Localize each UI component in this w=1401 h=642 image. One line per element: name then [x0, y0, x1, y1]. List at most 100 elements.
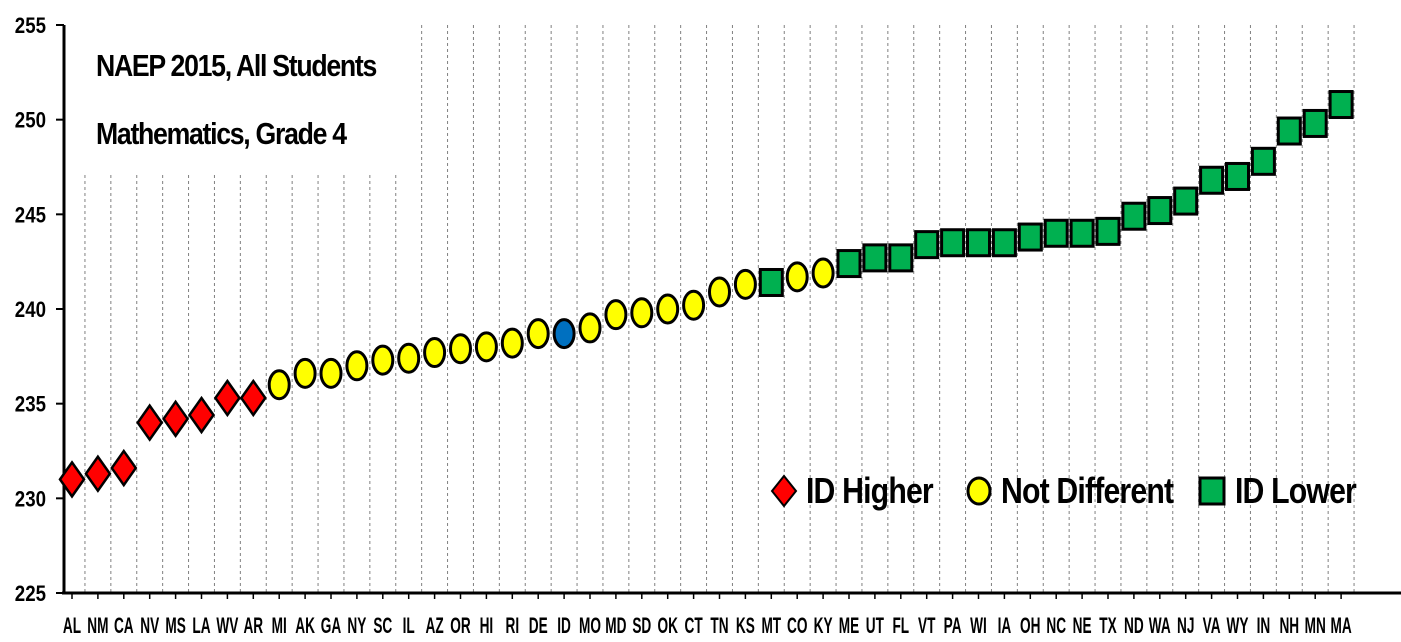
point-IN: [1250, 146, 1276, 176]
x-tick-label: IN: [1257, 613, 1271, 638]
legend-item-higher: ID Higher: [770, 470, 957, 512]
point-TN: [708, 276, 731, 308]
x-tick-label: CO: [787, 613, 807, 638]
point-MI: [267, 369, 291, 401]
point-SC: [371, 344, 395, 376]
x-tick-label: ND: [1124, 613, 1144, 638]
point-KS: [733, 268, 757, 300]
x-tick-label: ID: [557, 613, 571, 638]
x-tick-label: MO: [579, 613, 601, 638]
point-VA: [1199, 165, 1225, 195]
point-NY: [345, 350, 369, 382]
point-AR: [239, 378, 267, 418]
y-tick-label: 245: [15, 204, 46, 228]
point-IA: [991, 228, 1017, 258]
x-tick-label: AK: [295, 613, 315, 638]
x-tick-label: FL: [892, 613, 909, 638]
point-NV: [136, 403, 164, 442]
chart-subtitle: Mathematics, Grade 4: [96, 116, 347, 151]
x-axis-ticks: AL NM CA NV MS LA WV AR MI AK GA NY SC IL AZ OR HI RI DE ID…: [63, 593, 1352, 638]
point-RI: [500, 327, 524, 359]
point-ND: [1121, 201, 1147, 231]
diamond-icon: [770, 474, 798, 508]
x-tick-label: NJ: [1177, 613, 1194, 638]
point-AK: [293, 357, 317, 389]
x-tick-label: NM: [87, 613, 108, 638]
point-WY: [1225, 161, 1250, 191]
point-GA: [319, 357, 343, 389]
x-tick-label: NY: [347, 613, 366, 638]
point-CO: [785, 261, 809, 293]
point-MS: [162, 399, 190, 438]
x-tick-label: CA: [114, 613, 134, 638]
circle-icon: [966, 476, 992, 506]
point-NE: [1069, 218, 1095, 248]
point-OR: [449, 333, 472, 365]
point-SD: [630, 297, 654, 329]
point-PA: [940, 228, 966, 258]
x-tick-label: OK: [657, 613, 678, 638]
point-KY: [811, 257, 835, 289]
x-tick-label: KS: [736, 613, 755, 638]
x-tick-label: MA: [1330, 613, 1351, 638]
point-CT: [682, 289, 706, 321]
x-tick-label: IA: [998, 613, 1012, 638]
x-tick-label: DE: [529, 613, 548, 638]
point-ID: [552, 318, 576, 350]
point-MO: [578, 312, 602, 344]
point-WA: [1147, 196, 1173, 226]
x-tick-label: MD: [605, 613, 626, 638]
y-tick-label: 235: [15, 393, 46, 417]
x-tick-label: PA: [944, 613, 962, 638]
point-IL: [397, 342, 421, 374]
data-points: [58, 90, 1354, 499]
x-tick-label: MI: [272, 613, 287, 638]
point-ME: [836, 249, 862, 279]
x-tick-label: MN: [1305, 613, 1326, 638]
x-tick-label: SC: [373, 613, 392, 638]
y-tick-label: 240: [15, 299, 46, 323]
x-tick-label: ME: [839, 613, 859, 638]
point-HI: [474, 331, 498, 363]
x-tick-label: AR: [243, 613, 263, 638]
y-tick-label: 255: [15, 15, 46, 39]
point-NC: [1043, 218, 1069, 248]
legend-label-not-different: Not Different: [1001, 470, 1174, 511]
x-tick-label: TX: [1099, 613, 1117, 638]
x-tick-label: AZ: [426, 613, 444, 638]
x-tick-label: GA: [321, 613, 341, 638]
y-axis-ticks: 225 230 235 240 245 250 255: [15, 15, 64, 607]
legend-label-lower: ID Lower: [1235, 470, 1357, 511]
x-tick-label: CT: [685, 613, 703, 638]
legend-label-higher: ID Higher: [806, 470, 934, 511]
point-UT: [862, 243, 888, 273]
x-tick-label: MT: [761, 613, 781, 638]
x-tick-label: NH: [1279, 613, 1299, 638]
point-CA: [110, 448, 138, 488]
y-tick-label: 225: [15, 583, 46, 607]
point-WV: [213, 378, 241, 418]
grid-lines: [84, 25, 1355, 593]
x-tick-label: IL: [403, 613, 415, 638]
x-tick-label: OH: [1020, 613, 1040, 638]
point-AZ: [423, 337, 447, 369]
point-LA: [187, 395, 216, 435]
x-tick-label: AL: [63, 613, 81, 638]
point-WI: [966, 228, 991, 258]
x-tick-label: SD: [632, 613, 651, 638]
x-tick-label: WA: [1149, 613, 1171, 638]
point-NM: [84, 454, 112, 493]
x-tick-label: NV: [140, 613, 160, 638]
square-icon: [1198, 476, 1226, 506]
x-tick-label: LA: [192, 613, 210, 638]
legend-item-lower: ID Lower: [1197, 470, 1379, 512]
x-tick-label: VA: [1203, 613, 1221, 638]
point-OH: [1017, 222, 1043, 252]
y-tick-label: 230: [15, 488, 46, 512]
x-tick-label: RI: [505, 613, 519, 638]
x-tick-label: WV: [216, 613, 239, 638]
x-tick-label: WY: [1227, 613, 1249, 638]
x-tick-label: WI: [970, 613, 987, 638]
point-OK: [656, 293, 680, 325]
